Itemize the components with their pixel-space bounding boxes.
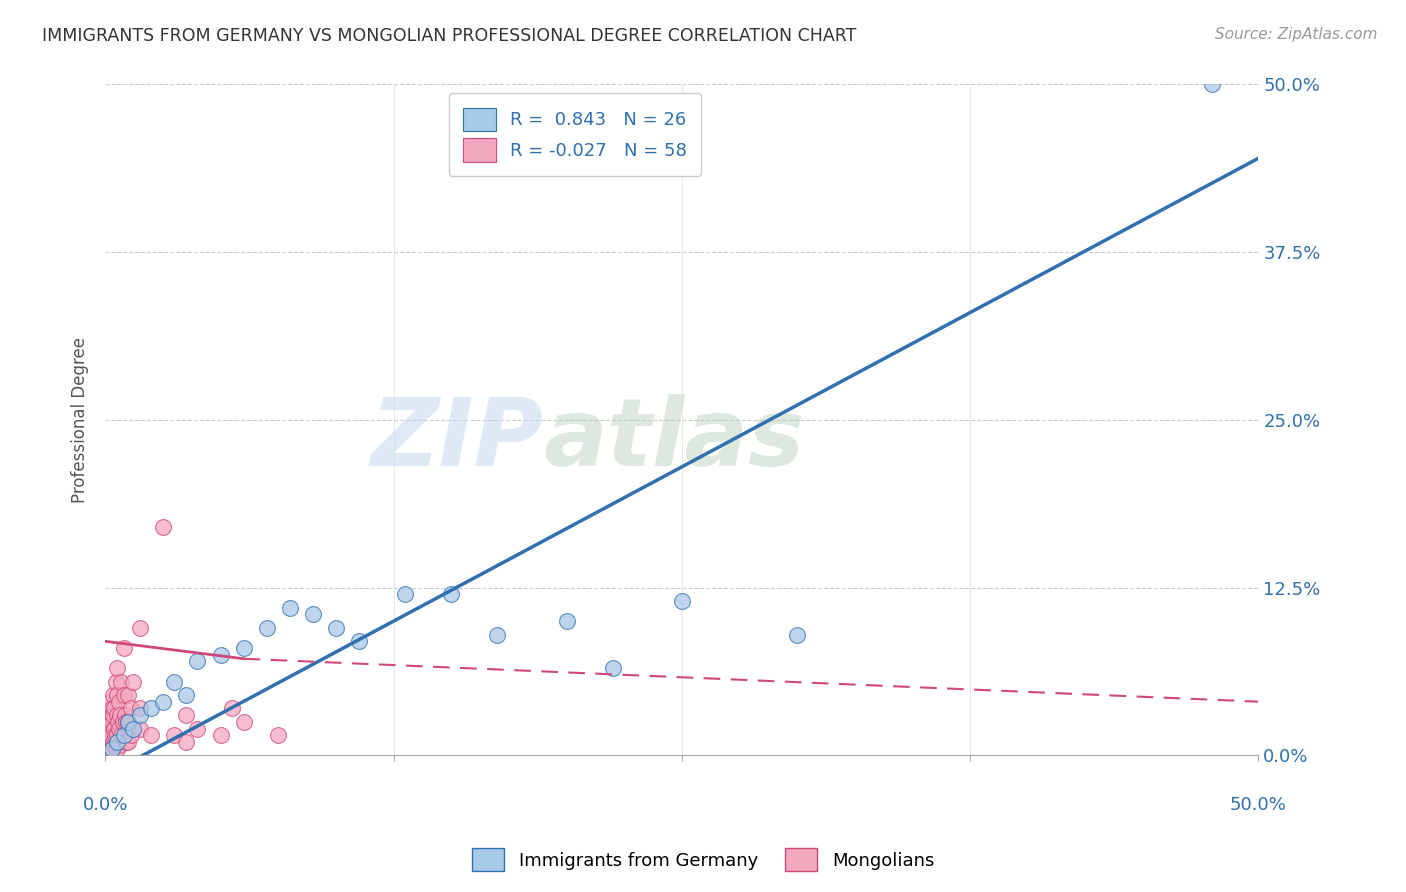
Point (115, 735, 138, 749)
Point (115, 714, 138, 729)
Point (103, 738, 125, 752)
Point (232, 640, 254, 655)
Point (101, 714, 124, 729)
Point (104, 728, 127, 742)
Point (105, 661, 128, 675)
Point (163, 728, 186, 742)
Text: atlas: atlas (544, 394, 804, 486)
Point (103, 722, 125, 736)
Point (108, 722, 131, 736)
Point (104, 674, 127, 689)
Point (209, 728, 232, 742)
Point (111, 714, 134, 729)
Point (110, 674, 132, 689)
Point (97, 735, 120, 749)
Legend: Immigrants from Germany, Mongolians: Immigrants from Germany, Mongolians (464, 841, 942, 879)
Point (98, 728, 121, 742)
Point (117, 714, 139, 729)
Text: IMMIGRANTS FROM GERMANY VS MONGOLIAN PROFESSIONAL DEGREE CORRELATION CHART: IMMIGRANTS FROM GERMANY VS MONGOLIAN PRO… (42, 27, 856, 45)
Legend: R =  0.843   N = 26, R = -0.027   N = 58: R = 0.843 N = 26, R = -0.027 N = 58 (449, 94, 702, 176)
Point (105, 708, 128, 723)
Point (786, 627, 808, 641)
Point (117, 735, 139, 749)
Point (141, 728, 163, 742)
Point (117, 714, 139, 729)
Point (96, 741, 118, 756)
Point (128, 701, 150, 715)
Point (105, 741, 128, 756)
Text: 0.0%: 0.0% (83, 796, 128, 814)
Point (108, 708, 131, 723)
Point (105, 735, 128, 749)
Point (112, 728, 135, 742)
Point (98, 695, 121, 709)
Point (98, 722, 121, 736)
Point (108, 738, 131, 752)
Point (120, 728, 142, 742)
Point (278, 600, 301, 615)
Point (325, 621, 347, 635)
Point (256, 621, 278, 635)
Text: 50.0%: 50.0% (1230, 796, 1286, 814)
Point (267, 728, 290, 742)
Point (232, 714, 254, 729)
Point (101, 741, 124, 756)
Point (1201, 78, 1223, 92)
Point (141, 701, 163, 715)
Point (120, 701, 142, 715)
Point (174, 708, 197, 723)
Point (105, 728, 128, 742)
Point (114, 708, 136, 723)
Point (671, 594, 693, 608)
Point (112, 688, 135, 702)
Point (100, 728, 122, 742)
Point (103, 701, 125, 715)
Point (122, 722, 145, 736)
Point (186, 722, 208, 736)
Point (152, 520, 174, 534)
Point (96, 714, 118, 729)
Point (96, 728, 118, 742)
Point (394, 587, 416, 601)
Text: ZIP: ZIP (371, 394, 544, 486)
Point (128, 621, 150, 635)
Point (103, 735, 125, 749)
Point (122, 674, 145, 689)
Point (152, 695, 174, 709)
Point (101, 741, 124, 756)
Point (110, 728, 132, 742)
Point (174, 735, 197, 749)
Text: Source: ZipAtlas.com: Source: ZipAtlas.com (1215, 27, 1378, 42)
Point (174, 688, 197, 702)
Point (103, 722, 125, 736)
Point (555, 614, 578, 628)
Point (128, 708, 150, 723)
Point (97, 708, 120, 723)
Point (128, 722, 150, 736)
Point (103, 708, 125, 723)
Y-axis label: Professional Degree: Professional Degree (72, 337, 89, 503)
Point (602, 661, 624, 675)
Point (301, 607, 323, 622)
Point (163, 674, 186, 689)
Point (112, 640, 135, 655)
Point (440, 587, 463, 601)
Point (347, 634, 370, 648)
Point (486, 627, 509, 641)
Point (105, 688, 128, 702)
Point (209, 648, 232, 662)
Point (107, 714, 129, 729)
Point (108, 695, 131, 709)
Point (101, 688, 124, 702)
Point (221, 701, 243, 715)
Point (100, 701, 122, 715)
Point (186, 655, 208, 669)
Point (117, 688, 139, 702)
